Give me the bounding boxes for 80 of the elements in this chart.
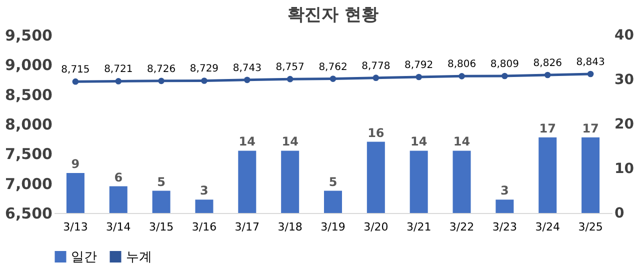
y2-tick-label: 30: [614, 72, 634, 88]
bar: [66, 172, 84, 213]
bar: [452, 150, 471, 213]
data-label: 8,729: [190, 64, 219, 75]
data-label: 14: [453, 134, 470, 149]
point: [201, 78, 208, 84]
data-label: 8,826: [533, 58, 562, 69]
data-label: 5: [328, 174, 338, 189]
x-tick-label: 3/17: [234, 220, 260, 234]
data-label: 3: [200, 184, 208, 198]
y-tick-label: 6,500: [5, 204, 52, 222]
bar: [152, 190, 170, 213]
x-tick-label: 3/21: [406, 220, 432, 234]
point: [244, 76, 250, 84]
data-label: 8,715: [61, 64, 90, 76]
data-label: 6: [114, 170, 123, 184]
x-tick-label: 3/14: [106, 220, 131, 234]
y2-tick-label: 0: [614, 206, 624, 222]
data-label: 8,806: [447, 59, 476, 70]
bar: [281, 150, 300, 213]
x-tick-label: 3/19: [320, 220, 346, 234]
data-label: 14: [410, 134, 428, 149]
data-label: 8,757: [276, 62, 304, 74]
y-tick-label: 8,000: [5, 116, 52, 134]
data-label: 8,721: [104, 64, 133, 76]
point: [458, 73, 465, 80]
x-tick-label: 3/20: [364, 220, 388, 234]
point: [115, 78, 122, 84]
x-tick-label: 3/18: [278, 220, 302, 234]
point: [587, 70, 594, 78]
y2-tick-label: 40: [614, 28, 634, 44]
data-label: 8,743: [232, 62, 262, 74]
x-tick-label: 3/22: [449, 220, 474, 234]
data-label: 14: [282, 134, 298, 149]
y-tick-label: 9,500: [5, 26, 52, 44]
data-label: 8,778: [362, 60, 390, 72]
bar: [538, 137, 557, 213]
legend-label: 누계: [126, 250, 152, 265]
bar: [195, 200, 214, 213]
point: [416, 74, 422, 80]
data-label: 17: [582, 121, 599, 136]
point: [330, 76, 336, 82]
data-label: 8,792: [404, 60, 434, 72]
bar: [109, 186, 128, 213]
bar: [366, 142, 385, 213]
y-tick-label: 7,000: [5, 174, 52, 193]
point: [372, 74, 380, 81]
data-label: 3: [500, 184, 509, 198]
y-tick-label: 7,500: [5, 145, 52, 164]
data-label: 8,843: [576, 56, 605, 68]
x-tick-label: 3/24: [535, 220, 560, 234]
point: [502, 72, 508, 80]
data-label: 16: [368, 126, 384, 140]
data-label: 8,726: [146, 64, 176, 75]
point: [286, 76, 294, 82]
chart-title: 확진자 현황: [288, 5, 378, 25]
y2-tick-label: 10: [614, 161, 634, 177]
bar: [410, 150, 428, 213]
x-tick-label: 3/23: [492, 220, 518, 234]
data-label: 9: [71, 156, 80, 171]
y-tick-label: 8,500: [5, 86, 52, 104]
y-tick-label: 9,000: [5, 56, 52, 74]
bar: [582, 137, 600, 213]
x-tick-label: 3/25: [578, 220, 603, 234]
data-label: 8,762: [318, 62, 348, 73]
data-label: 14: [238, 134, 256, 149]
legend-label: 일간: [71, 250, 97, 265]
point: [544, 72, 551, 78]
x-tick-label: 3/16: [192, 220, 217, 234]
bar: [324, 190, 342, 213]
x-tick-label: 3/13: [63, 220, 88, 234]
data-label: 8,809: [490, 59, 520, 70]
point: [158, 78, 164, 84]
bar: [238, 150, 256, 213]
bar: [496, 200, 514, 213]
y2-tick-label: 20: [614, 116, 634, 132]
point: [72, 78, 79, 85]
x-tick-label: 3/15: [148, 220, 174, 234]
data-label: 17: [539, 121, 556, 136]
data-label: 5: [157, 174, 166, 189]
